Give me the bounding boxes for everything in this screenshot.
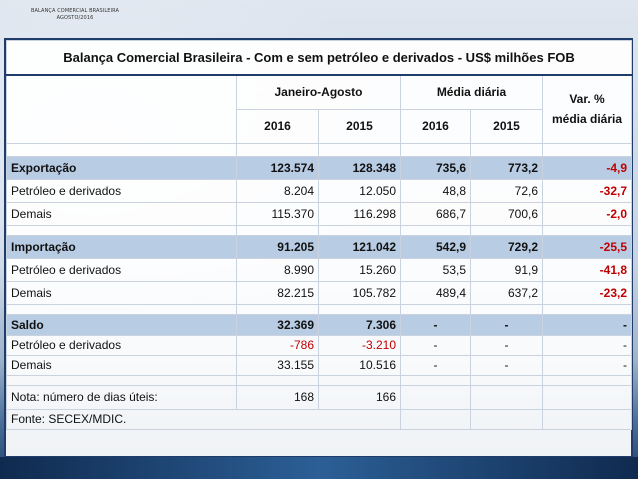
cell-value: 637,2 [470,280,543,305]
cell-value: - [400,334,471,356]
row-label: Demais [6,280,237,305]
cell-value: 8.990 [236,257,319,282]
cell-value: 10.516 [318,354,401,376]
cell-value: 729,2 [470,234,543,259]
spacer-row [6,374,633,386]
header-janeiro-agosto: Janeiro-Agosto [236,74,401,110]
cell-value: 91.205 [236,234,319,259]
cell-value: - [470,354,543,376]
table-row: Petróleo e derivados 8.204 12.050 48,8 7… [6,178,633,203]
table-title: Balança Comercial Brasileira - Com e sem… [5,40,633,76]
row-label: Demais [6,201,237,226]
note-row: Nota: número de dias úteis: 168 166 [6,384,633,410]
spacer-row [6,224,633,236]
header-var-line-1: Var. % [569,92,605,107]
table-row: Demais 33.155 10.516 - - - [6,354,633,376]
table-row: Petróleo e derivados -786 -3.210 - - - [6,334,633,356]
cell-value: 700,6 [470,201,543,226]
cell-var: - [541,313,633,336]
cell-value: - [400,313,471,336]
cell-value: 489,4 [400,280,471,305]
cell-value: 7.306 [318,313,401,336]
source-text: Fonte: SECEX/MDIC. [6,408,401,430]
source-row: Fonte: SECEX/MDIC. [6,408,633,430]
cell-value: 773,2 [470,155,543,180]
year-header: 2016 [400,108,471,144]
cell-value: -786 [236,334,319,356]
cell-value: 123.574 [236,155,319,180]
cell-value: 735,6 [400,155,471,180]
table-row: Exportação 123.574 128.348 735,6 773,2 -… [6,155,633,180]
cell-value: 8.204 [236,178,319,203]
cell-var: - [541,354,633,376]
cell-value: 53,5 [400,257,471,282]
row-label: Petróleo e derivados [6,257,237,282]
cell-value: 12.050 [318,178,401,203]
cell-value: 115.370 [236,201,319,226]
cell-var: -4,9 [541,155,633,180]
cell-var: -32,7 [541,178,633,203]
cell-value: 33.155 [236,354,319,376]
year-header: 2015 [470,108,543,144]
cell-value: 72,6 [470,178,543,203]
row-label: Petróleo e derivados [6,334,237,356]
cell-value: - [470,334,543,356]
cell-var: - [541,334,633,356]
cell-value: 686,7 [400,201,471,226]
cell-var: -2,0 [541,201,633,226]
table-row: Petróleo e derivados 8.990 15.260 53,5 9… [6,257,633,282]
year-header: 2015 [318,108,401,144]
table-row: Demais 115.370 116.298 686,7 700,6 -2,0 [6,201,633,226]
spacer-row [6,142,633,157]
year-header-row: 2016 2015 2016 2015 [7,108,632,144]
decorative-bottom-band [0,457,638,479]
note-label: Nota: número de dias úteis: [6,384,237,410]
cell-value: 48,8 [400,178,471,203]
cell-value: 105.782 [318,280,401,305]
cell-value: 82.215 [236,280,319,305]
cell-value: 91,9 [470,257,543,282]
row-label: Saldo [6,313,237,336]
group-header-row: Janeiro-Agosto Média diária Var. % média… [6,74,633,144]
cell-value: 128.348 [318,155,401,180]
row-label: Exportação [6,155,237,180]
cell-value: - [470,313,543,336]
title-row: Balança Comercial Brasileira - Com e sem… [5,40,633,76]
table-row: Demais 82.215 105.782 489,4 637,2 -23,2 [6,280,633,305]
year-header: 2016 [236,108,319,144]
spacer-row [6,303,633,315]
cell-value: 32.369 [236,313,319,336]
cell-var: -23,2 [541,280,633,305]
header-media-diaria: Média diária [400,74,543,110]
cell-var: -25,5 [541,234,633,259]
note-days-2015: 166 [318,384,401,410]
trade-balance-table: Balança Comercial Brasileira - Com e sem… [5,40,633,430]
cell-value: 15.260 [318,257,401,282]
report-header-line-1: BALANÇA COMERCIAL BRASILEIRA [31,8,119,14]
report-header: BALANÇA COMERCIAL BRASILEIRA AGOSTO/2016 [15,8,135,22]
header-blank [6,74,237,144]
row-label: Petróleo e derivados [6,178,237,203]
note-days-2016: 168 [236,384,319,410]
cell-value: 121.042 [318,234,401,259]
cell-value: -3.210 [318,334,401,356]
table-row: Saldo 32.369 7.306 - - - [6,313,633,336]
cell-var: -41,8 [541,257,633,282]
trade-balance-panel: Balança Comercial Brasileira - Com e sem… [4,38,633,458]
header-var-line-2: média diária [551,112,623,127]
cell-value: 116.298 [318,201,401,226]
row-label: Demais [6,354,237,376]
table-row: Importação 91.205 121.042 542,9 729,2 -2… [6,234,633,259]
header-var-pct: Var. % média diária [541,74,633,144]
row-label: Importação [6,234,237,259]
cell-value: 542,9 [400,234,471,259]
report-header-line-2: AGOSTO/2016 [56,15,94,21]
cell-value: - [400,354,471,376]
